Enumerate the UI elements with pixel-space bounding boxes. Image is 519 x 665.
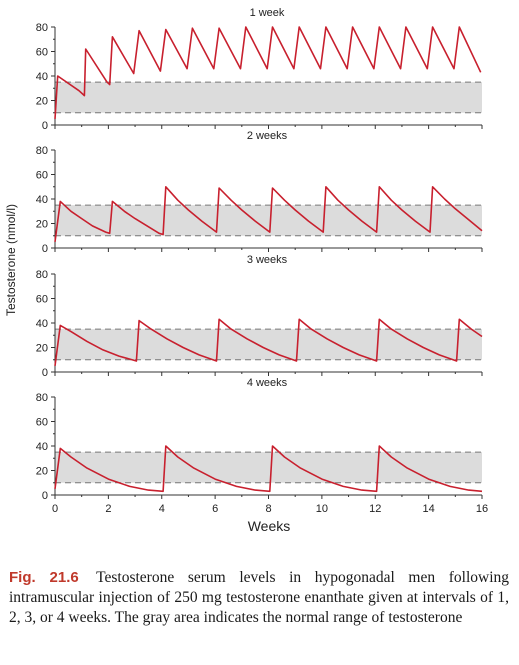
panel-title: 1 week xyxy=(250,7,285,19)
normal-range-band xyxy=(55,452,482,483)
testosterone-series-line xyxy=(54,26,482,119)
caption-text: Testosterone serum levels in hypogonadal… xyxy=(9,569,509,626)
chart-panel: 0 20 40 60 80 3 weeks xyxy=(36,254,483,379)
x-tick-label: 14 xyxy=(423,503,435,515)
y-tick-label: 0 xyxy=(42,490,48,502)
panel-title: 2 weeks xyxy=(247,130,288,142)
y-tick-label: 0 xyxy=(42,243,48,255)
y-tick-label: 40 xyxy=(36,194,48,206)
panel-title: 4 weeks xyxy=(247,377,288,389)
x-axis-title: Weeks xyxy=(248,518,291,534)
y-tick-label: 20 xyxy=(36,219,48,231)
x-tick-label: 4 xyxy=(159,503,165,515)
testosterone-series-line xyxy=(54,318,483,367)
y-tick-label: 20 xyxy=(36,466,48,478)
y-tick-label: 80 xyxy=(36,22,48,34)
testosterone-series-line xyxy=(54,186,483,243)
normal-range-band xyxy=(55,82,482,113)
y-tick-label: 40 xyxy=(36,318,48,330)
y-tick-label: 60 xyxy=(36,47,48,59)
y-tick-label: 60 xyxy=(36,294,48,306)
caption-label: Fig. 21.6 xyxy=(9,569,79,586)
chart-panel: 0 20 40 60 80 1 week xyxy=(36,7,483,132)
x-tick-label: 16 xyxy=(476,503,488,515)
x-tick-label: 8 xyxy=(265,503,271,515)
y-axis-title: Testosterone (nmol/l) xyxy=(4,204,18,316)
chart-panel: 0 20 40 60 80 2 weeks xyxy=(36,130,483,255)
x-tick-label: 10 xyxy=(316,503,328,515)
y-tick-label: 80 xyxy=(36,269,48,281)
y-tick-label: 20 xyxy=(36,96,48,108)
normal-range-band xyxy=(55,329,482,360)
panel-title: 3 weeks xyxy=(247,254,288,266)
x-tick-label: 0 xyxy=(52,503,58,515)
x-tick-label: 12 xyxy=(369,503,381,515)
y-tick-label: 20 xyxy=(36,343,48,355)
y-tick-label: 0 xyxy=(42,120,48,132)
y-tick-label: 60 xyxy=(36,170,48,182)
x-tick-label: 6 xyxy=(212,503,218,515)
y-tick-label: 40 xyxy=(36,71,48,83)
y-tick-label: 80 xyxy=(36,145,48,157)
testosterone-series-line xyxy=(54,445,483,493)
figure-caption: Fig. 21.6 Testosterone serum levels in h… xyxy=(9,568,509,628)
y-tick-label: 0 xyxy=(42,367,48,379)
x-tick-label: 2 xyxy=(105,503,111,515)
y-tick-label: 40 xyxy=(36,441,48,453)
y-tick-label: 60 xyxy=(36,417,48,429)
chart-panel: 0 20 40 60 80 0 2 4 6 8 10 12 14 16 4 weeks xyxy=(36,377,488,515)
y-tick-label: 80 xyxy=(36,392,48,404)
